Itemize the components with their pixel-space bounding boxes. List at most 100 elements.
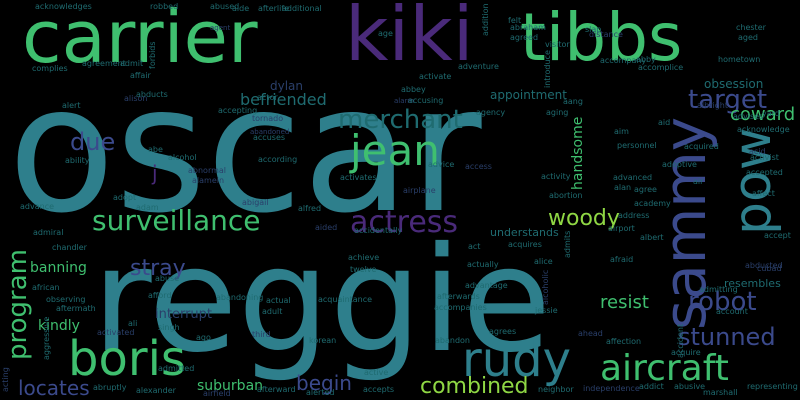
- word-accuses: accuses: [253, 133, 285, 142]
- word-abortion: abortion: [549, 191, 583, 200]
- word-robot: robot: [688, 287, 757, 317]
- word-agreement: agreement: [82, 59, 126, 68]
- word-accepts: accepts: [363, 385, 394, 394]
- word-agency: agency: [476, 108, 505, 117]
- word-address: address: [618, 211, 649, 220]
- word-aide: aide: [232, 4, 249, 13]
- word-forbids: forbids: [148, 41, 157, 69]
- word-according: according: [258, 155, 297, 164]
- word-airfield: airfield: [203, 389, 231, 398]
- word-abandoned: abandoned: [250, 128, 289, 136]
- word-program: program: [3, 249, 33, 360]
- word-afterwards: afterwards: [437, 292, 480, 301]
- word-kiki: kiki: [345, 0, 474, 78]
- word-alert: alert: [62, 101, 80, 110]
- word-alarm: alarm: [394, 97, 414, 105]
- word-accidentally: accidentally: [354, 226, 402, 235]
- word-ago: ago: [196, 333, 211, 342]
- word-actor: actor: [257, 93, 278, 102]
- word-resembles: resembles: [724, 277, 781, 290]
- word-observing: observing: [46, 295, 85, 304]
- word-actress: actress: [350, 205, 458, 240]
- word-accompanies: accompanies: [434, 303, 487, 312]
- word-suburban: suburban: [197, 378, 263, 394]
- word-robbed: robbed: [150, 2, 178, 11]
- word-chester: chester: [736, 23, 767, 32]
- word-activity: activity: [541, 172, 571, 181]
- word-acid: acid: [749, 147, 766, 156]
- word-agent: agent: [210, 24, 230, 32]
- word-ahead: ahead: [578, 329, 603, 338]
- word-aim: aim: [614, 127, 629, 136]
- word-admitting: admitting: [699, 285, 738, 294]
- word-activates: activates: [340, 173, 377, 182]
- word-alerted: alerted: [306, 388, 334, 397]
- word-admits: admits: [563, 231, 572, 258]
- word-act: act: [468, 242, 480, 251]
- word-felt: felt: [508, 16, 521, 25]
- word-activate: activate: [419, 72, 451, 81]
- word-target: target: [688, 85, 767, 115]
- word-aging: aging: [546, 108, 568, 117]
- word-abandoning: abandoning: [216, 293, 263, 302]
- word-cubad: cubad: [757, 264, 782, 273]
- word-hometown: hometown: [718, 55, 760, 64]
- word-adam: adam: [136, 203, 159, 212]
- word-account: account: [716, 307, 748, 316]
- word-representing: representing: [747, 382, 798, 391]
- word-airplane: airplane: [403, 186, 436, 195]
- word-afraid: afraid: [610, 255, 633, 264]
- word-ability: ability: [65, 156, 90, 165]
- word-combined: combined: [420, 374, 529, 399]
- word-age: age: [378, 29, 393, 38]
- word-airport: airport: [608, 224, 635, 233]
- word-tornado: tornado: [252, 114, 283, 123]
- word-complies: complies: [32, 64, 68, 73]
- word-slap: slap: [585, 25, 601, 34]
- word-actual: actual: [266, 296, 291, 305]
- word-albright: albright: [697, 101, 728, 110]
- word-j: j: [151, 161, 158, 185]
- word-abuse: abuse: [155, 274, 179, 283]
- word-advantage: advantage: [465, 281, 508, 290]
- word-alice: alice: [534, 257, 553, 266]
- word-independence: independence: [583, 384, 640, 393]
- word-advises: advises: [733, 112, 763, 121]
- word-rudy: rudy: [462, 332, 571, 388]
- word-tibbs: tibbs: [520, 0, 682, 76]
- word-aged: aged: [738, 33, 758, 42]
- word-befriended: befriended: [240, 90, 327, 109]
- word-stray: stray: [130, 256, 186, 281]
- word-aid: aid: [658, 118, 670, 127]
- word-sammy: sammy: [651, 117, 719, 330]
- word-begin: begin: [296, 371, 352, 395]
- word-personnel: personnel: [617, 141, 657, 150]
- word-visitor: visitor: [545, 40, 570, 49]
- word-jean: jean: [349, 126, 440, 175]
- word-aftermath: aftermath: [56, 304, 96, 313]
- word-kindly: kindly: [38, 318, 80, 334]
- word-accomplice: accomplice: [638, 63, 683, 72]
- word-alan: alan: [614, 183, 631, 192]
- word-alcoholic: alcoholic: [541, 270, 550, 305]
- word-acquires: acquires: [508, 240, 542, 249]
- word-acquire: acquire: [671, 348, 701, 357]
- word-ali: ali: [128, 319, 137, 328]
- word-adult: adult: [262, 307, 282, 316]
- word-abusive: abusive: [674, 382, 705, 391]
- word-accompany: accompany: [600, 56, 646, 65]
- word-boris: boris: [68, 331, 186, 387]
- word-admiral: admiral: [33, 228, 63, 237]
- word-adoptive: adoptive: [662, 160, 697, 169]
- word-aang: aang: [563, 97, 583, 106]
- word-banning: banning: [30, 260, 87, 276]
- word-alison: alison: [124, 94, 147, 103]
- word-locates: locates: [18, 376, 90, 400]
- word-chandler: chandler: [52, 243, 88, 252]
- word-accepted: accepted: [746, 168, 783, 177]
- word-affair: affair: [130, 71, 152, 80]
- word-activist: activist: [750, 153, 779, 162]
